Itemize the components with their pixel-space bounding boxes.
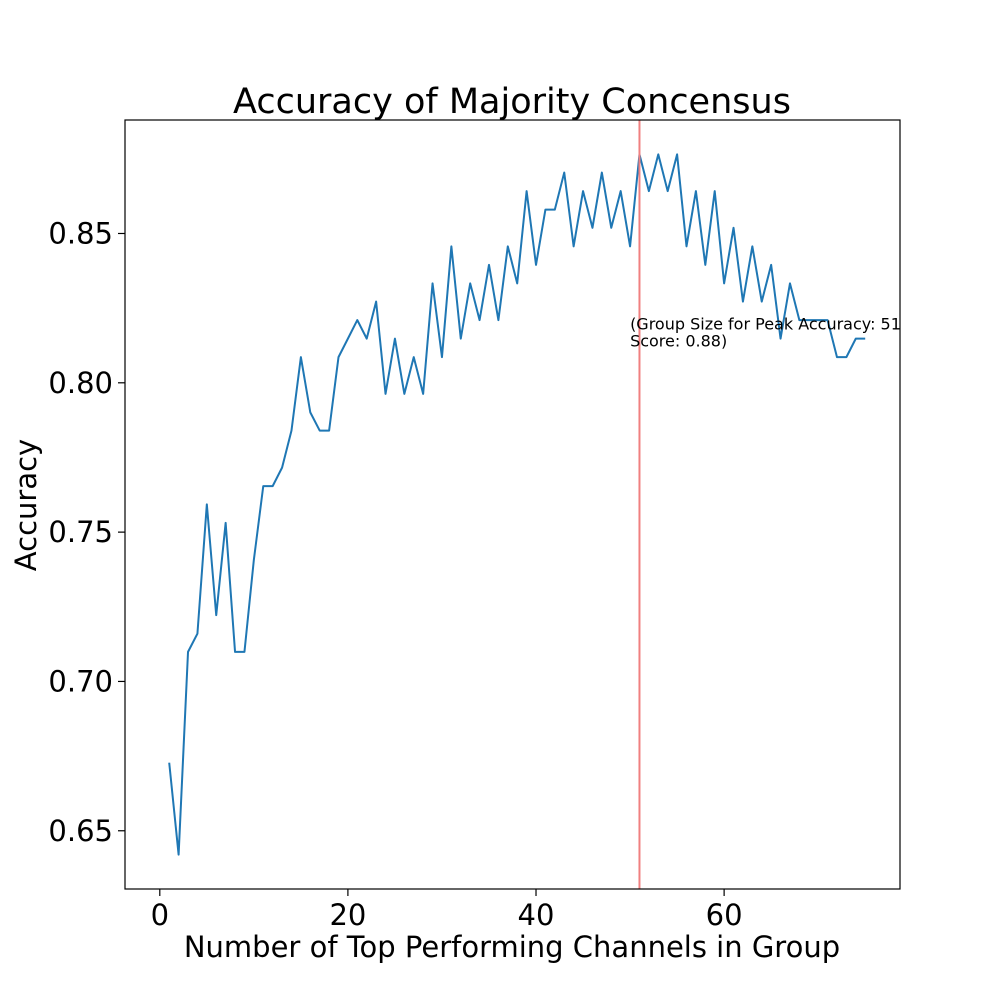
plot-area: (Group Size for Peak Accuracy: 51Score: … <box>48 119 901 932</box>
axes-frame <box>124 119 901 890</box>
x-tick-label: 60 <box>706 898 743 932</box>
y-tick-label: 0.85 <box>48 216 113 250</box>
y-tick-label: 0.70 <box>48 664 113 698</box>
x-tick-label: 0 <box>151 898 169 932</box>
x-tick-label: 40 <box>518 898 555 932</box>
y-tick-label: 0.75 <box>48 515 113 549</box>
x-tick-label: 20 <box>329 898 366 932</box>
x-axis-label: Number of Top Performing Channels in Gro… <box>184 930 840 964</box>
y-tick-label: 0.80 <box>48 366 113 400</box>
chart-title: Accuracy of Majority Concensus <box>233 82 791 122</box>
y-tick-label: 0.65 <box>48 814 113 848</box>
peak-annotation-line1: (Group Size for Peak Accuracy: 51 <box>630 315 901 334</box>
y-axis-label: Accuracy <box>9 439 43 571</box>
series-line <box>168 153 866 856</box>
peak-annotation-line2: Score: 0.88) <box>630 332 727 351</box>
